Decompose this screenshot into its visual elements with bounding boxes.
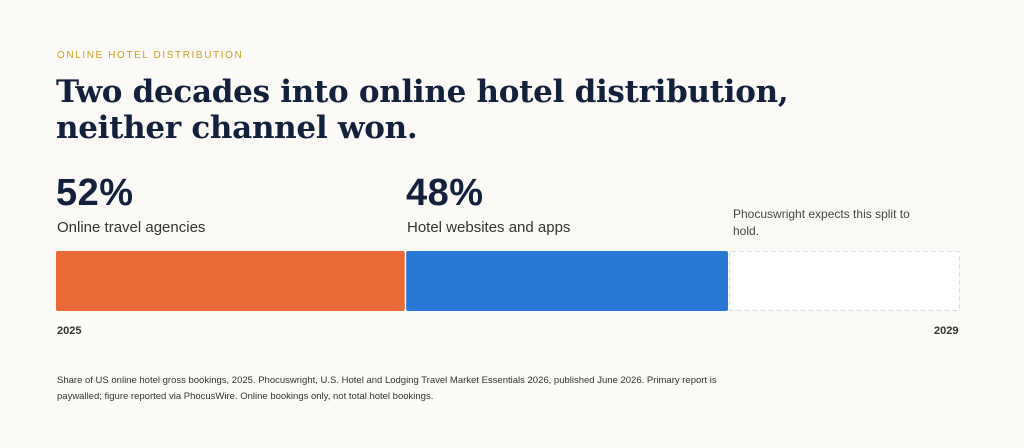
ota-share-value: 52% xyxy=(56,172,134,214)
ota-share-label: Online travel agencies xyxy=(57,219,206,236)
projection-note: Phocuswright expects this split to hold. xyxy=(733,207,910,238)
direct-share-label: Hotel websites and apps xyxy=(407,219,571,236)
axis-start-year: 2025 xyxy=(57,325,82,337)
axis-end-year: 2029 xyxy=(934,325,959,337)
eyebrow-label: ONLINE HOTEL DISTRIBUTION xyxy=(57,50,244,61)
chart-headline: Two decades into online hotel distributi… xyxy=(56,74,789,146)
bar-direct xyxy=(406,251,728,311)
direct-share-value: 48% xyxy=(406,172,484,214)
bar-ota xyxy=(56,251,405,311)
bar-projection xyxy=(729,251,960,311)
source-note: Share of US online hotel gross bookings,… xyxy=(57,375,717,402)
